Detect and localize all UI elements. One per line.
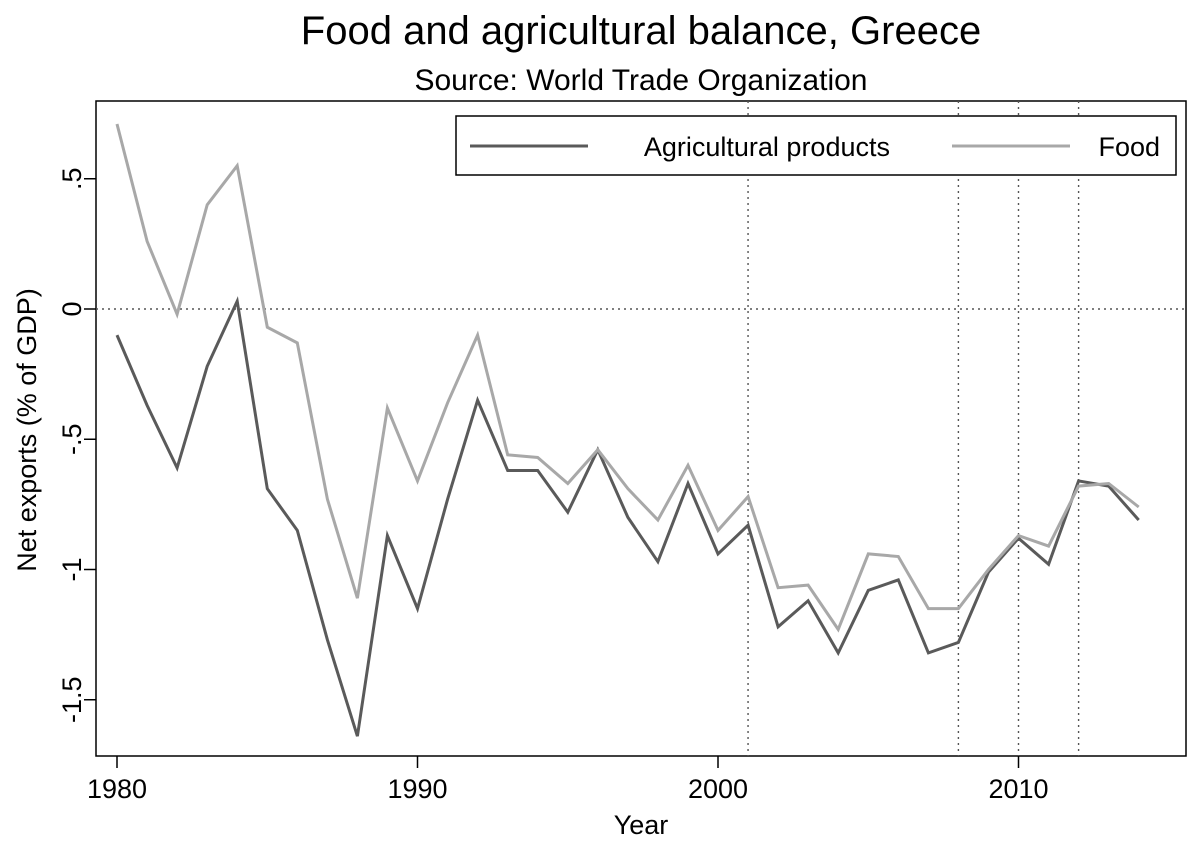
x-tick-label: 2000	[688, 774, 748, 804]
y-axis: .5 0 -.5 -1 -1.5	[57, 167, 96, 723]
x-tick-label: 2010	[988, 774, 1048, 804]
x-axis: 1980 1990 2000 2010	[87, 756, 1049, 804]
chart-title: Food and agricultural balance, Greece	[301, 9, 981, 53]
reference-lines	[96, 101, 1186, 756]
y-tick-label: -1.5	[57, 676, 87, 723]
y-tick-label: 0	[57, 301, 87, 316]
series-layer	[115, 123, 1140, 737]
series-points-agricultural-products	[116, 301, 1139, 737]
y-tick-label: -1	[57, 557, 87, 581]
legend: Agricultural products Food	[455, 115, 1177, 176]
plot-frame	[95, 100, 1187, 757]
legend-label-agricultural-products: Agricultural products	[644, 132, 890, 162]
x-axis-title: Year	[614, 810, 669, 840]
y-tick-label: -.5	[57, 423, 87, 455]
series-line-food	[115, 123, 1140, 633]
y-tick-label: .5	[57, 167, 87, 190]
series-points-food	[116, 123, 1139, 630]
legend-label-food: Food	[1098, 132, 1160, 162]
series-line-agricultural-products	[115, 296, 1140, 737]
x-tick-label: 1980	[87, 774, 147, 804]
x-tick-label: 1990	[387, 774, 447, 804]
y-axis-title: Net exports (% of GDP)	[12, 288, 42, 572]
chart-subtitle: Source: World Trade Organization	[414, 64, 867, 97]
